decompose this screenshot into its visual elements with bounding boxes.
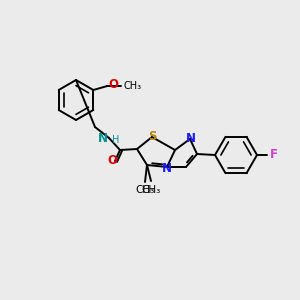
Text: N: N [98,131,108,145]
Text: N: N [186,131,196,145]
Text: CH₃: CH₃ [141,185,160,195]
Text: F: F [270,148,278,161]
Text: S: S [148,130,156,142]
Text: H: H [112,135,119,145]
Text: CH₃: CH₃ [135,185,154,195]
Text: O: O [108,79,118,92]
Text: CH₃: CH₃ [123,81,141,91]
Text: N: N [162,161,172,175]
Text: O: O [107,154,117,167]
